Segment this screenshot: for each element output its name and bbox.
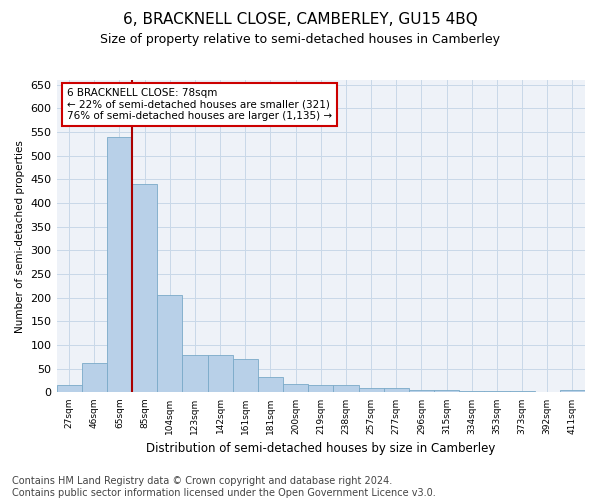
Text: Contains HM Land Registry data © Crown copyright and database right 2024.
Contai: Contains HM Land Registry data © Crown c… [12,476,436,498]
Bar [82,363,107,392]
Text: Size of property relative to semi-detached houses in Camberley: Size of property relative to semi-detach… [100,32,500,46]
Bar [459,390,484,392]
Bar [334,386,359,392]
Bar [132,184,157,392]
Bar [383,388,409,392]
Bar [484,391,509,392]
Y-axis label: Number of semi-detached properties: Number of semi-detached properties [15,140,25,332]
Bar [434,390,459,392]
Bar [359,388,383,392]
Bar [258,377,283,392]
Bar [308,386,334,392]
Bar [157,296,182,392]
Text: 6 BRACKNELL CLOSE: 78sqm
← 22% of semi-detached houses are smaller (321)
76% of : 6 BRACKNELL CLOSE: 78sqm ← 22% of semi-d… [67,88,332,121]
Bar [233,360,258,392]
Text: 6, BRACKNELL CLOSE, CAMBERLEY, GU15 4BQ: 6, BRACKNELL CLOSE, CAMBERLEY, GU15 4BQ [122,12,478,28]
Bar [107,137,132,392]
Bar [182,354,208,393]
Bar [409,390,434,392]
Bar [208,354,233,393]
Bar [56,386,82,392]
Bar [560,390,585,392]
Bar [283,384,308,392]
X-axis label: Distribution of semi-detached houses by size in Camberley: Distribution of semi-detached houses by … [146,442,496,455]
